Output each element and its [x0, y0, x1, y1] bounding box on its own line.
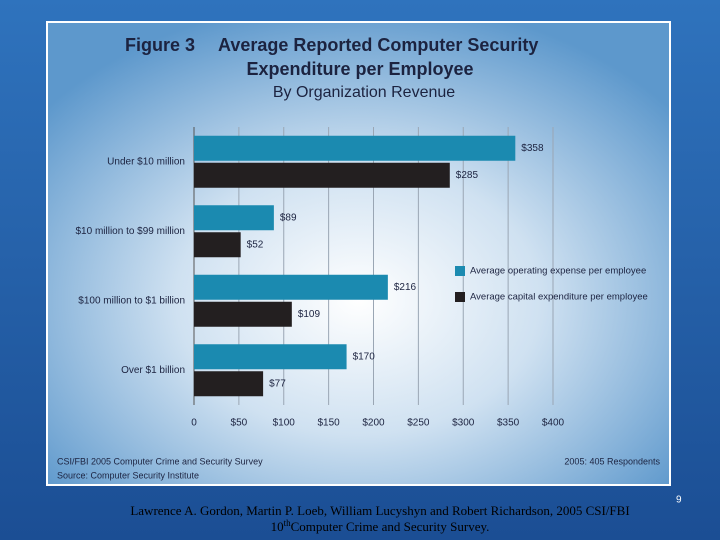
caption-text: th: [284, 518, 292, 528]
bar: [194, 274, 388, 300]
y-tick-label: Over $1 billion: [121, 365, 185, 376]
caption-text: 10: [271, 519, 284, 534]
x-tick-label: $400: [542, 418, 565, 429]
x-tick-label: $200: [362, 418, 385, 429]
x-tick-label: 0: [191, 418, 197, 429]
x-tick-label: $250: [407, 418, 430, 429]
bar: [194, 135, 516, 161]
page-number: 9: [676, 495, 682, 506]
y-tick-label: $100 million to $1 billion: [78, 295, 185, 306]
x-tick-label: $100: [273, 418, 296, 429]
caption-text: Lawrence A. Gordon, Martin P. Loeb, Will…: [130, 503, 629, 518]
x-tick-label: $150: [318, 418, 341, 429]
caption: 10thComputer Crime and Security Survey.: [271, 518, 490, 534]
footnote: CSI/FBI 2005 Computer Crime and Security…: [57, 456, 263, 466]
caption-text: Computer Crime and Security Survey.: [291, 519, 490, 534]
chart-title: Average Reported Computer Security: [218, 35, 538, 55]
caption: Lawrence A. Gordon, Martin P. Loeb, Will…: [130, 503, 629, 518]
value-label: $109: [298, 309, 321, 320]
x-tick-label: $300: [452, 418, 475, 429]
bar: [194, 344, 347, 370]
y-tick-label: Under $10 million: [107, 156, 185, 167]
legend-swatch: [455, 292, 465, 302]
legend-label: Average capital expenditure per employee: [470, 292, 648, 303]
legend-swatch: [455, 266, 465, 276]
bar: [194, 232, 241, 258]
value-label: $52: [247, 239, 264, 250]
chart-title: Expenditure per Employee: [246, 59, 473, 79]
value-label: $358: [521, 143, 544, 154]
bar: [194, 301, 292, 327]
chart-panel: [46, 21, 671, 486]
bar: [194, 371, 264, 397]
value-label: $216: [394, 282, 417, 293]
bar: [194, 162, 450, 188]
respondents: 2005: 405 Respondents: [564, 456, 660, 466]
legend-label: Average operating expense per employee: [470, 266, 646, 277]
x-tick-label: $350: [497, 418, 520, 429]
value-label: $77: [269, 378, 286, 389]
bar: [194, 205, 274, 231]
value-label: $89: [280, 212, 297, 223]
footnote: Source: Computer Security Institute: [57, 470, 199, 480]
chart-subtitle: By Organization Revenue: [273, 84, 455, 101]
figure-label: Figure 3: [125, 35, 195, 55]
x-tick-label: $50: [231, 418, 248, 429]
value-label: $170: [353, 351, 376, 362]
y-tick-label: $10 million to $99 million: [75, 226, 185, 237]
value-label: $285: [456, 170, 479, 181]
